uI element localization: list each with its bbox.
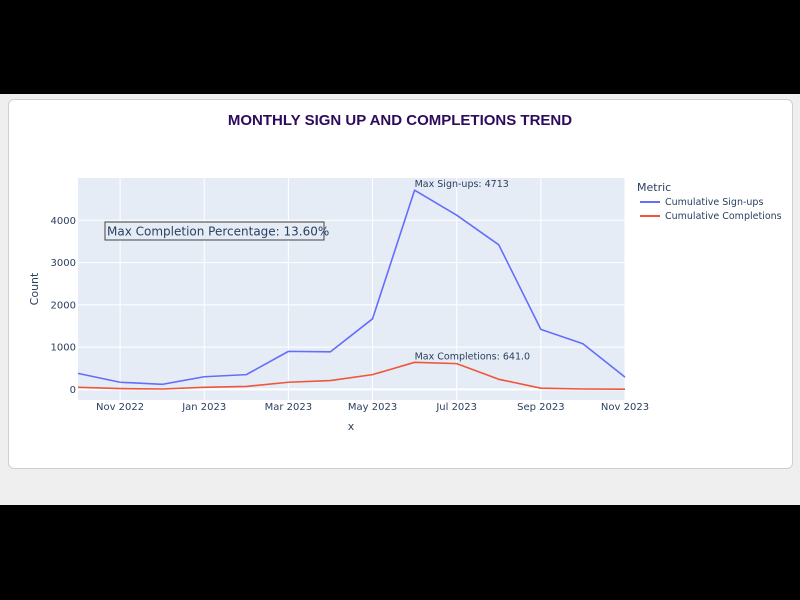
x-tick-label: Jul 2023 bbox=[435, 402, 477, 413]
legend-label-signups: Cumulative Sign-ups bbox=[665, 197, 763, 208]
y-tick-label: 1000 bbox=[51, 343, 76, 354]
y-tick-label: 0 bbox=[70, 385, 76, 396]
y-axis-title: Count bbox=[28, 272, 41, 305]
legend-label-completions: Cumulative Completions bbox=[665, 211, 782, 222]
annotation-max-completions: Max Completions: 641.0 bbox=[415, 351, 530, 362]
plot-area bbox=[78, 178, 625, 400]
y-axis: 0 1000 2000 3000 4000 bbox=[51, 216, 76, 396]
note-box bbox=[104, 221, 325, 241]
note-text: Max Completion Percentage: 13.60% bbox=[107, 225, 329, 239]
x-axis-title: x bbox=[348, 420, 355, 433]
x-tick-label: Mar 2023 bbox=[265, 402, 313, 413]
annotation-max-signups: Max Sign-ups: 4713 bbox=[415, 179, 509, 190]
x-tick-label: Jan 2023 bbox=[181, 402, 226, 413]
chart-title: MONTHLY SIGN UP AND COMPLETIONS TREND bbox=[227, 112, 573, 129]
legend-title: Metric bbox=[637, 181, 671, 194]
y-tick-label: 2000 bbox=[51, 300, 76, 311]
x-tick-label: Nov 2022 bbox=[96, 402, 144, 413]
y-tick-label: 3000 bbox=[51, 258, 76, 269]
series-line-signups bbox=[77, 189, 626, 386]
max-percentage-note: Max Completion Percentage: 13.60% bbox=[104, 221, 329, 241]
x-axis: Nov 2022 Jan 2023 Mar 2023 May 2023 Jul 2023… bbox=[96, 402, 649, 413]
x-tick-label: Sep 2023 bbox=[517, 402, 564, 413]
series-line-completions bbox=[77, 361, 626, 391]
legend: Metric Cumulative Sign-ups Cumulative Co… bbox=[637, 181, 782, 222]
series-lines bbox=[77, 189, 626, 391]
y-tick-label: 4000 bbox=[51, 216, 76, 227]
x-tick-label: May 2023 bbox=[348, 402, 397, 413]
annotations: Max Sign-ups: 4713 Max Completions: 641.0 bbox=[415, 179, 530, 362]
x-tick-label: Nov 2023 bbox=[601, 402, 649, 413]
